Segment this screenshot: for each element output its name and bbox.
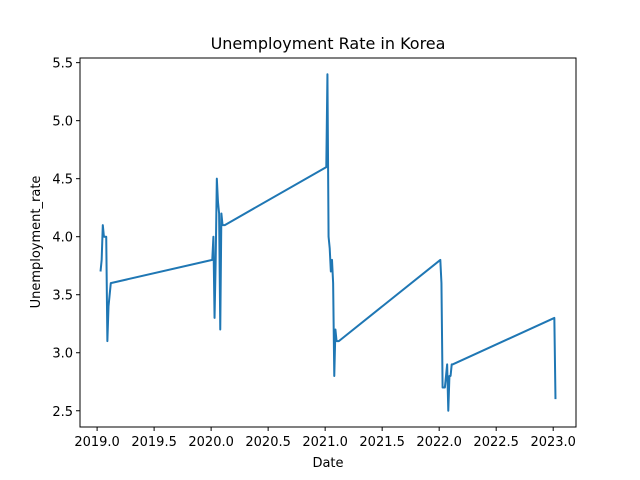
y-axis: 2.5 3.0 3.5 4.0 4.5 5.0 5.5 (52, 57, 80, 420)
x-tick-label: 2022.5 (473, 435, 519, 450)
y-axis-label: Unemployment_rate (29, 176, 44, 309)
y-tick-label: 3.5 (52, 289, 73, 304)
axes-frame (79, 57, 577, 428)
x-tick-label: 2022.0 (416, 435, 462, 450)
x-tick-label: 2020.0 (188, 435, 234, 450)
y-tick-label: 3.0 (52, 347, 73, 362)
y-tick-label: 4.0 (52, 231, 73, 246)
y-tick-label: 2.5 (52, 405, 73, 420)
y-tick-label: 5.5 (52, 57, 73, 72)
y-tick-label: 5.0 (52, 115, 73, 130)
x-tick-label: 2023.0 (530, 435, 576, 450)
plot-area (99, 73, 557, 412)
x-tick-label: 2021.5 (359, 435, 405, 450)
x-axis-label: Date (312, 456, 343, 471)
x-tick-label: 2019.0 (74, 435, 120, 450)
x-tick-label: 2019.5 (131, 435, 177, 450)
x-tick-label: 2020.5 (245, 435, 291, 450)
series-line (99, 73, 557, 412)
chart-title: Unemployment Rate in Korea (211, 34, 446, 53)
y-tick-label: 4.5 (52, 173, 73, 188)
x-tick-label: 2021.0 (302, 435, 348, 450)
x-axis: 2019.0 2019.5 2020.0 2020.5 2021.0 2021.5 2022… (74, 427, 576, 450)
